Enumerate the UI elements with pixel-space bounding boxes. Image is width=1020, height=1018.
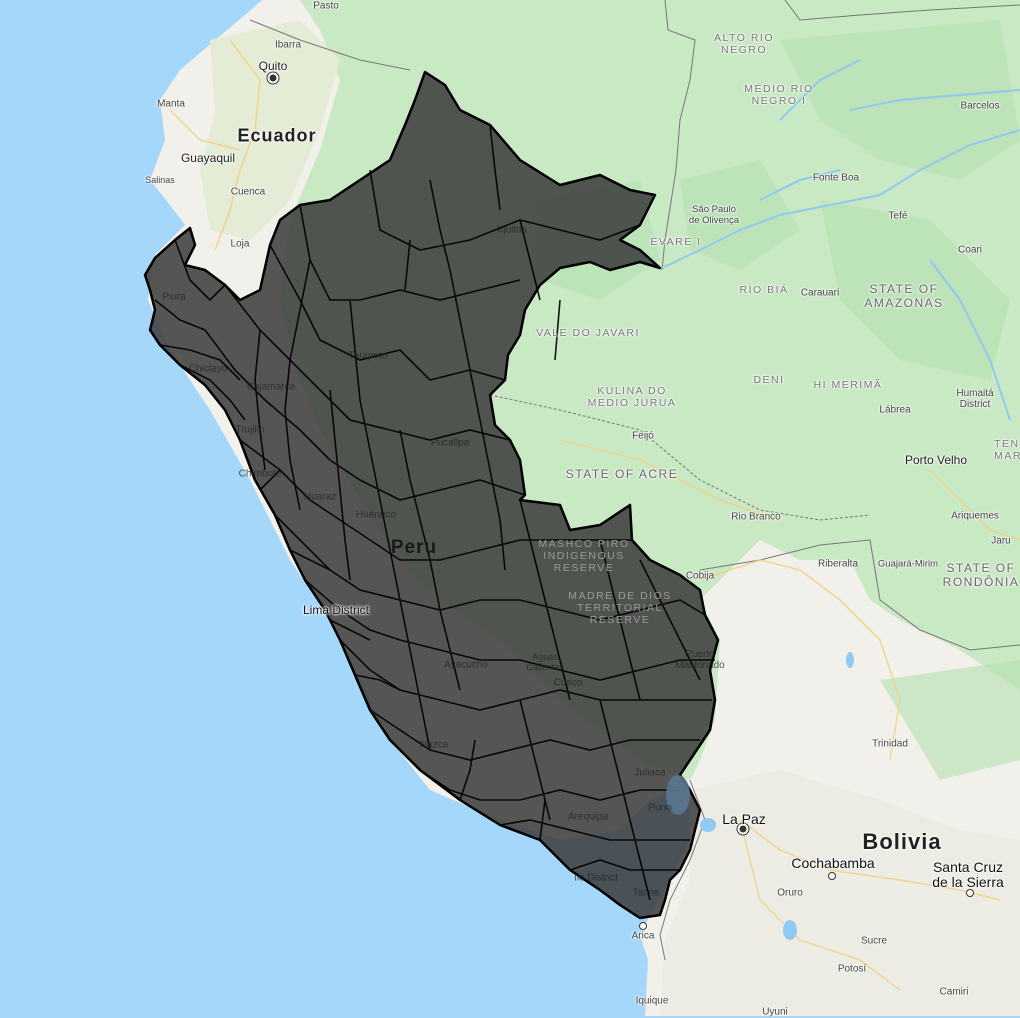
city-label-lima[interactable]: Lima District (302, 603, 370, 617)
city-label-cochabamba[interactable]: Cochabamba (791, 855, 875, 871)
city-label-uyuni[interactable]: Uyuni (762, 1006, 788, 1018)
capital-marker-quito[interactable] (267, 72, 279, 84)
city-label-juliaca[interactable]: Juliaca (634, 767, 666, 779)
city-marker-santa-cruz[interactable] (966, 889, 974, 897)
city-label-humaita[interactable]: Humaitá District (956, 388, 994, 410)
international-border (661, 0, 696, 271)
city-label-pasto[interactable]: Pasto (313, 0, 339, 12)
city-label-chimbote[interactable]: Chimbote (238, 468, 282, 480)
region-label-deni: DENI (753, 374, 785, 386)
city-label-sucre[interactable]: Sucre (860, 935, 888, 947)
city-label-coari[interactable]: Coari (958, 244, 982, 256)
city-label-iquique[interactable]: Iquique (635, 995, 669, 1007)
country-label-ecuador[interactable]: Ecuador (237, 125, 317, 146)
city-label-tacna[interactable]: Tacna (632, 887, 660, 899)
city-label-iquitos[interactable]: Iquitos (497, 224, 527, 236)
city-label-sao-paulo-de-olivenca[interactable]: São Paulo de Olivença (688, 204, 740, 226)
city-label-arica[interactable]: Arica (631, 930, 655, 942)
altiplano-bolivia (660, 770, 1020, 1016)
capital-marker-la-paz[interactable] (737, 823, 749, 835)
lake-titicaca (666, 775, 690, 815)
city-label-guajara-mirim[interactable]: Guajará-Mirim (877, 558, 939, 570)
city-label-pucallpa[interactable]: Pucallpa (430, 437, 470, 449)
region-label-state-acre: STATE OF ACRE (565, 467, 679, 481)
region-label-rio-bia: RIO BIÁ (739, 284, 789, 296)
city-label-huanuco[interactable]: Huánuco (355, 509, 397, 521)
city-label-ariquemes[interactable]: Ariquemes (951, 510, 999, 522)
city-label-cobija[interactable]: Cobija (685, 570, 715, 582)
region-label-medio-rio-negro: MÉDIO RIO NEGRO I (744, 83, 814, 107)
city-label-loja[interactable]: Loja (230, 238, 250, 250)
region-label-hi-merima: HI MERIMÃ (813, 379, 883, 391)
region-label-state-rondonia: STATE OF RONDÔNIA (942, 561, 1020, 589)
city-label-santa-cruz[interactable]: Santa Cruz de la Sierra (932, 859, 1004, 890)
city-label-riberalta[interactable]: Riberalta (817, 558, 859, 570)
city-label-potosi[interactable]: Potosí (837, 963, 867, 975)
city-label-trujillo[interactable]: Trujillo (235, 424, 265, 436)
andes-ecuador (200, 20, 340, 240)
city-label-huaraz[interactable]: Huaraz (303, 491, 337, 503)
rivers (661, 59, 1020, 421)
city-label-puno[interactable]: Puno (648, 802, 672, 814)
city-label-quito[interactable]: Quito (258, 59, 288, 73)
country-label-bolivia[interactable]: Bolivia (862, 829, 942, 854)
city-label-jaru[interactable]: Jaru (991, 535, 1011, 547)
peru-district-borders (154, 124, 715, 901)
city-label-barcelos[interactable]: Barcelos (960, 100, 1000, 112)
city-label-ibarra[interactable]: Ibarra (274, 39, 302, 51)
lake-titicaca-bolivia (700, 818, 716, 832)
region-label-state-amazonas: STATE OF AMAZONAS (864, 282, 944, 310)
country-label-peru[interactable]: Peru (390, 537, 438, 558)
city-label-salinas[interactable]: Salinas (145, 175, 175, 185)
region-label-mashco-piro: MASHCO PIRO INDIGENOUS RESERVE (538, 538, 630, 574)
international-border-4 (699, 539, 1020, 651)
region-label-kulina: KULINA DO MEDIO JURUA (587, 385, 677, 409)
city-label-ayacucho[interactable]: Ayacucho (444, 659, 488, 671)
city-label-trinidad[interactable]: Trinidad (872, 738, 908, 750)
city-label-camiri[interactable]: Camiri (939, 986, 969, 998)
region-label-tena: TEN MAR (994, 438, 1020, 462)
city-label-cusco[interactable]: Cusco (553, 677, 583, 689)
city-label-chiclayo[interactable]: Chiclayo (188, 363, 228, 375)
city-label-cuenca[interactable]: Cuenca (230, 186, 266, 198)
lake-poopo (783, 920, 797, 940)
region-label-evare: ÉVARE I (650, 236, 702, 248)
region-label-vale-do-javari: VALE DO JAVARI (536, 327, 640, 339)
city-label-ilo[interactable]: Ilo District (574, 872, 618, 884)
lake-2 (846, 652, 854, 668)
city-label-puerto-maldonado[interactable]: Puerto Maldonado (675, 649, 725, 671)
city-label-fonte-boa[interactable]: Fonte Boa (812, 172, 860, 184)
international-border-3 (489, 394, 871, 521)
city-label-oruro[interactable]: Oruro (777, 887, 803, 899)
city-label-piura[interactable]: Piura (162, 291, 186, 303)
city-label-nazca[interactable]: Nazca (419, 739, 449, 751)
region-label-madre-de-dios: MADRE DE DIOS TERRITORIAL RESERVE (568, 590, 672, 626)
city-marker-arica[interactable] (639, 922, 647, 930)
city-label-guayaquil[interactable]: Guayaquil (180, 151, 236, 165)
region-label-alto-rio-negro: ALTO RIO NEGRO (713, 32, 775, 56)
city-label-feijo[interactable]: Feijó (632, 430, 654, 442)
city-label-cajamarca[interactable]: Cajamarca (246, 381, 296, 393)
city-label-tefe[interactable]: Tefé (888, 210, 908, 222)
city-label-carauari[interactable]: Carauari (800, 287, 840, 299)
city-label-aguas-calientes[interactable]: Aguas Calientes (526, 652, 564, 672)
city-label-rio-branco[interactable]: Rio Branco (731, 511, 781, 523)
city-label-tarapoto[interactable]: Tarapoto (348, 350, 388, 362)
colombia-ecuador-border (249, 19, 411, 71)
city-label-porto-velho[interactable]: Porto Velho (904, 453, 968, 467)
city-marker-cochabamba[interactable] (828, 872, 836, 880)
city-label-manta[interactable]: Manta (157, 98, 185, 110)
international-border-2 (784, 0, 1020, 21)
city-label-la-paz[interactable]: La Paz (722, 811, 766, 827)
city-label-arequipa[interactable]: Arequipa (567, 811, 609, 823)
forest-shade (540, 20, 1020, 780)
city-label-labrea[interactable]: Lábrea (879, 404, 911, 416)
international-border-5 (659, 779, 706, 961)
